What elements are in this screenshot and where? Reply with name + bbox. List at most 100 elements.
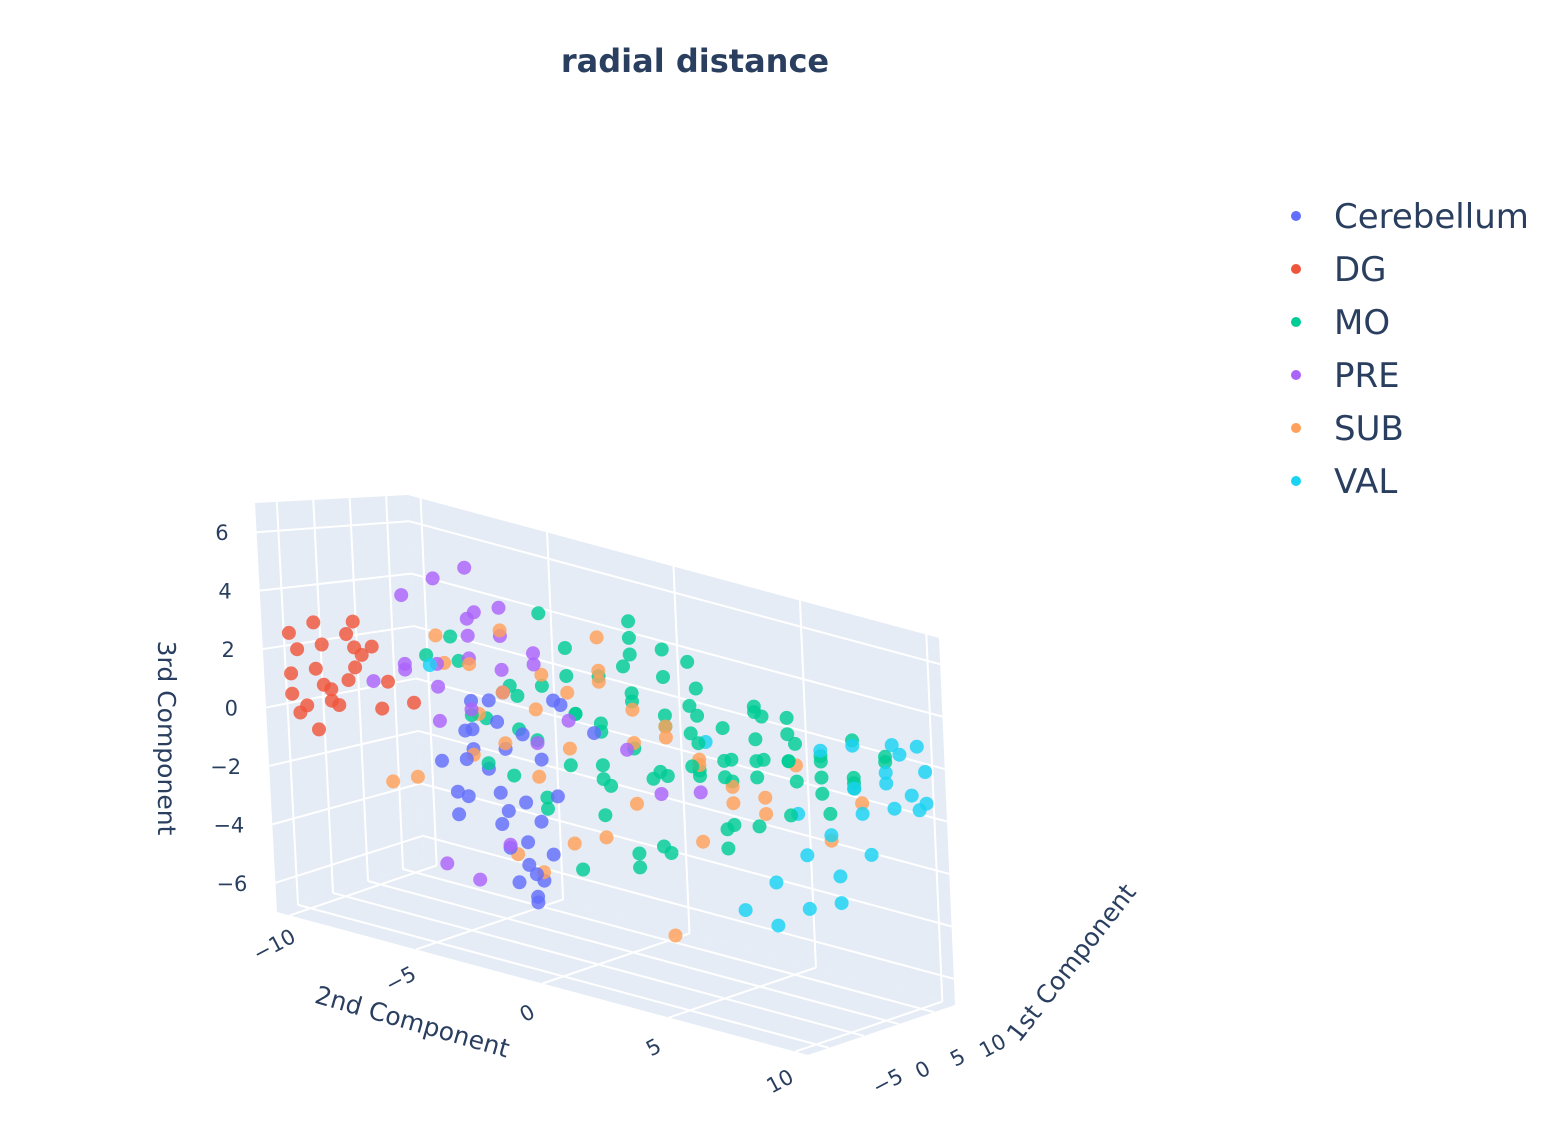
data-point-mo[interactable] xyxy=(563,758,578,773)
data-point-cerebellum[interactable] xyxy=(519,795,534,810)
data-point-pre[interactable] xyxy=(526,646,540,661)
data-point-pre[interactable] xyxy=(457,560,472,575)
data-point-val[interactable] xyxy=(813,743,828,758)
data-point-mo[interactable] xyxy=(682,698,697,713)
data-point-mo[interactable] xyxy=(481,756,496,771)
data-point-dg[interactable] xyxy=(339,627,354,641)
data-point-sub[interactable] xyxy=(668,928,683,943)
data-point-sub[interactable] xyxy=(492,623,507,638)
data-point-val[interactable] xyxy=(847,781,862,796)
data-point-mo[interactable] xyxy=(683,726,698,741)
data-point-mo[interactable] xyxy=(632,846,647,861)
data-point-val[interactable] xyxy=(422,658,437,672)
data-point-pre[interactable] xyxy=(432,713,447,728)
data-point-dg[interactable] xyxy=(341,673,356,688)
data-point-dg[interactable] xyxy=(348,660,363,675)
data-point-dg[interactable] xyxy=(308,661,323,676)
data-point-dg[interactable] xyxy=(285,686,300,701)
data-point-val[interactable] xyxy=(834,896,849,911)
data-point-val[interactable] xyxy=(878,765,893,780)
data-point-mo[interactable] xyxy=(750,770,765,785)
data-point-sub[interactable] xyxy=(630,796,644,811)
data-point-cerebellum[interactable] xyxy=(493,785,508,800)
data-point-mo[interactable] xyxy=(720,822,735,837)
legend-label-dg[interactable]: DG xyxy=(1334,250,1387,290)
data-point-cerebellum[interactable] xyxy=(495,817,510,831)
data-point-pre[interactable] xyxy=(431,679,446,694)
data-point-pre[interactable] xyxy=(459,611,474,626)
data-point-sub[interactable] xyxy=(495,685,510,700)
data-point-pre[interactable] xyxy=(394,588,409,603)
data-point-val[interactable] xyxy=(833,869,848,884)
data-point-pre[interactable] xyxy=(473,872,488,887)
data-point-mo[interactable] xyxy=(557,641,572,655)
data-point-mo[interactable] xyxy=(622,647,637,662)
data-point-mo[interactable] xyxy=(534,678,549,693)
data-point-cerebellum[interactable] xyxy=(481,693,496,708)
data-point-dg[interactable] xyxy=(345,614,360,629)
data-point-cerebellum[interactable] xyxy=(515,727,530,742)
data-point-val[interactable] xyxy=(771,918,786,933)
data-point-sub[interactable] xyxy=(428,628,443,643)
data-point-cerebellum[interactable] xyxy=(521,835,536,850)
legend-label-mo[interactable]: MO xyxy=(1334,303,1390,343)
data-point-mo[interactable] xyxy=(621,630,636,645)
data-point-dg[interactable] xyxy=(375,701,390,716)
data-point-cerebellum[interactable] xyxy=(550,789,565,804)
data-point-sub[interactable] xyxy=(726,796,741,811)
data-point-val[interactable] xyxy=(824,828,839,843)
data-point-pre[interactable] xyxy=(526,657,541,672)
data-point-dg[interactable] xyxy=(407,695,421,710)
data-point-mo[interactable] xyxy=(815,786,830,801)
data-point-mo[interactable] xyxy=(779,710,794,725)
data-point-sub[interactable] xyxy=(591,674,606,689)
data-point-pre[interactable] xyxy=(693,785,708,800)
data-point-dg[interactable] xyxy=(347,640,362,655)
data-point-mo[interactable] xyxy=(656,670,670,684)
data-point-cerebellum[interactable] xyxy=(461,789,476,804)
data-point-sub[interactable] xyxy=(658,719,673,734)
legend-marker-val[interactable] xyxy=(1291,476,1301,486)
data-point-val[interactable] xyxy=(802,901,817,916)
data-point-cerebellum[interactable] xyxy=(490,714,505,729)
data-point-cerebellum[interactable] xyxy=(459,752,474,767)
data-point-mo[interactable] xyxy=(752,819,767,834)
data-point-dg[interactable] xyxy=(316,677,331,692)
data-point-pre[interactable] xyxy=(620,742,635,757)
legend[interactable]: Cerebellum DG MO PRE SUB VAL xyxy=(1291,197,1529,502)
data-point-mo[interactable] xyxy=(717,753,732,768)
data-point-mo[interactable] xyxy=(878,749,892,764)
data-point-sub[interactable] xyxy=(560,685,575,700)
data-point-mo[interactable] xyxy=(747,705,762,720)
data-point-sub[interactable] xyxy=(758,790,773,805)
data-point-mo[interactable] xyxy=(646,771,661,786)
legend-marker-dg[interactable] xyxy=(1291,264,1301,274)
data-point-mo[interactable] xyxy=(595,758,610,773)
data-point-mo[interactable] xyxy=(814,770,829,785)
data-point-pre[interactable] xyxy=(440,856,455,871)
data-point-mo[interactable] xyxy=(788,736,802,751)
data-point-cerebellum[interactable] xyxy=(587,726,602,741)
data-point-val[interactable] xyxy=(800,848,815,863)
data-point-pre[interactable] xyxy=(654,787,669,801)
data-point-dg[interactable] xyxy=(284,666,299,681)
data-point-mo[interactable] xyxy=(789,774,804,789)
legend-label-val[interactable]: VAL xyxy=(1334,462,1397,502)
data-point-dg[interactable] xyxy=(290,642,305,657)
data-point-pre[interactable] xyxy=(561,713,576,728)
data-point-mo[interactable] xyxy=(680,654,695,669)
data-point-val[interactable] xyxy=(918,765,933,779)
data-point-val[interactable] xyxy=(879,776,894,791)
data-point-sub[interactable] xyxy=(725,779,740,794)
data-point-mo[interactable] xyxy=(657,708,672,723)
data-point-sub[interactable] xyxy=(528,702,543,717)
data-point-pre[interactable] xyxy=(530,736,545,751)
data-point-mo[interactable] xyxy=(510,688,525,703)
data-point-sub[interactable] xyxy=(591,663,606,678)
data-point-sub[interactable] xyxy=(386,774,401,789)
data-point-cerebellum[interactable] xyxy=(501,804,516,818)
data-point-mo[interactable] xyxy=(780,727,795,742)
data-point-sub[interactable] xyxy=(567,836,582,851)
data-point-cerebellum[interactable] xyxy=(531,889,546,904)
